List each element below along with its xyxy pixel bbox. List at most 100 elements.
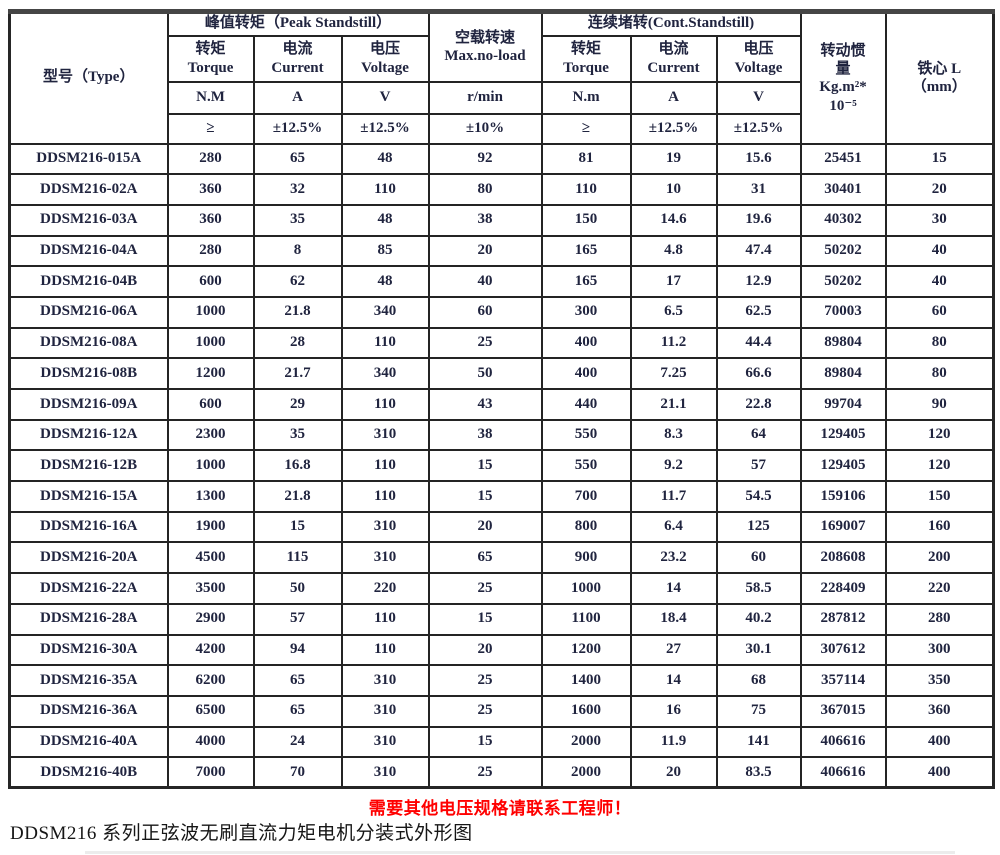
value-cell: 1900: [166, 510, 255, 544]
value-cell: 31: [715, 173, 802, 206]
value-cell: 360: [166, 173, 255, 206]
value-cell: 4500: [166, 541, 255, 575]
table-row: DDSM216-08A 1000 28 110 25 400 11.2 44.4 89804 80: [8, 326, 995, 360]
value-cell: 25: [427, 694, 543, 728]
value-cell: 28: [252, 326, 343, 360]
model-type-cell: DDSM216-04B: [8, 265, 169, 298]
model-type-cell: DDSM216-08A: [8, 326, 169, 360]
unit-peak-voltage: V: [340, 80, 430, 115]
table-row: DDSM216-35A 6200 65 310 25 1400 14 68 357114 350: [8, 664, 995, 697]
peak-current-en: Current: [271, 59, 324, 76]
table-row: DDSM216-03A 360 35 48 38 150 14.6 19.6 40302 30: [8, 203, 995, 237]
value-cell: 70: [252, 756, 343, 789]
noload-label-en: Max.no-load: [444, 48, 526, 65]
header-row-subcols: 转矩 Torque 电流 Current 电压 Voltage 转矩 Torqu…: [10, 34, 994, 83]
table-row: DDSM216-04B 600 62 48 40 165 17 12.9 50202 40: [8, 265, 995, 298]
col-header-core-length: 铁心 L （mm）: [884, 10, 995, 145]
value-cell: 110: [340, 480, 430, 513]
value-cell: 228409: [799, 572, 887, 605]
header-row-units: N.M A V r/min N.m A V: [10, 80, 994, 115]
value-cell: 400: [540, 357, 632, 390]
value-cell: 800: [540, 510, 632, 544]
value-cell: 110: [340, 326, 430, 360]
table-row: DDSM216-08B 1200 21.7 340 50 400 7.25 66.6 89804…: [8, 357, 995, 390]
value-cell: 15: [427, 725, 543, 759]
value-cell: 165: [540, 265, 632, 298]
value-cell: 1200: [166, 357, 255, 390]
tol-peak-current: ±12.5%: [252, 112, 343, 145]
table-row: DDSM216-02A 360 32 110 80 110 10 31 30401 20: [8, 173, 995, 206]
model-type-cell: DDSM216-08B: [8, 357, 169, 390]
value-cell: 8.3: [629, 418, 718, 452]
value-cell: 4200: [166, 633, 255, 667]
unit-peak-current: A: [252, 80, 343, 115]
value-cell: 66.6: [715, 357, 802, 390]
value-cell: 35: [252, 418, 343, 452]
value-cell: 16: [629, 694, 718, 728]
value-cell: 11.9: [629, 725, 718, 759]
value-cell: 406616: [799, 725, 887, 759]
value-cell: 1400: [540, 664, 632, 697]
value-cell: 14.6: [629, 203, 718, 237]
group-header-cont-standstill: 连续堵转(Cont.Standstill): [540, 10, 802, 37]
value-cell: 32: [252, 173, 343, 206]
value-cell: 110: [340, 173, 430, 206]
value-cell: 220: [884, 572, 995, 605]
value-cell: 360: [166, 203, 255, 237]
table-row: DDSM216-22A 3500 50 220 25 1000 14 58.5 228409 22…: [8, 572, 995, 605]
value-cell: 600: [166, 388, 255, 421]
value-cell: 35: [252, 203, 343, 237]
table-row: DDSM216-36A 6500 65 310 25 1600 16 75 367015 360: [8, 694, 995, 728]
header-row-groups: 型号（Type） 峰值转矩（Peak Standstill） 空载转速 Max.…: [8, 10, 995, 145]
tol-cont-torque: ≥: [540, 112, 632, 145]
value-cell: 280: [166, 234, 255, 268]
value-cell: 141: [715, 725, 802, 759]
unit-peak-torque: N.M: [166, 80, 255, 115]
subcol-cont-current: 电流 Current: [629, 34, 718, 83]
value-cell: 310: [340, 418, 430, 452]
value-cell: 120: [884, 449, 995, 483]
value-cell: 350: [884, 664, 995, 697]
model-type-cell: DDSM216-16A: [8, 510, 169, 544]
value-cell: 7.25: [629, 357, 718, 390]
value-cell: 150: [884, 480, 995, 513]
tol-noload: ±10%: [427, 112, 543, 145]
value-cell: 1000: [540, 572, 632, 605]
model-type-cell: DDSM216-02A: [8, 173, 169, 206]
value-cell: 307612: [799, 633, 887, 667]
value-cell: 65: [252, 142, 343, 176]
value-cell: 89804: [799, 357, 887, 390]
value-cell: 90: [884, 388, 995, 421]
value-cell: 110: [340, 633, 430, 667]
value-cell: 1200: [540, 633, 632, 667]
tol-peak-voltage: ±12.5%: [340, 112, 430, 145]
model-type-cell: DDSM216-12A: [8, 418, 169, 452]
unit-noload: r/min: [427, 80, 543, 115]
value-cell: 25451: [799, 142, 887, 176]
value-cell: 30: [884, 203, 995, 237]
unit-cont-current: A: [629, 80, 718, 115]
value-cell: 900: [540, 541, 632, 575]
value-cell: 6.5: [629, 295, 718, 329]
table-row: DDSM216-30A 4200 94 110 20 1200 27 30.1 307612 30…: [8, 633, 995, 667]
value-cell: 14: [629, 572, 718, 605]
value-cell: 600: [166, 265, 255, 298]
value-cell: 2000: [540, 756, 632, 789]
model-type-cell: DDSM216-04A: [8, 234, 169, 268]
value-cell: 1000: [166, 449, 255, 483]
value-cell: 12.9: [715, 265, 802, 298]
value-cell: 287812: [799, 602, 887, 636]
value-cell: 18.4: [629, 602, 718, 636]
value-cell: 16.8: [252, 449, 343, 483]
value-cell: 1100: [540, 602, 632, 636]
value-cell: 4000: [166, 725, 255, 759]
cont-voltage-en: Voltage: [734, 59, 783, 76]
value-cell: 22.8: [715, 388, 802, 421]
subcol-peak-current: 电流 Current: [252, 34, 343, 83]
value-cell: 60: [884, 295, 995, 329]
value-cell: 17: [629, 265, 718, 298]
value-cell: 129405: [799, 418, 887, 452]
core-label: 铁心 L: [917, 60, 962, 77]
value-cell: 15: [427, 480, 543, 513]
table-row: DDSM216-12A 2300 35 310 38 550 8.3 64 129405 120: [8, 418, 995, 452]
